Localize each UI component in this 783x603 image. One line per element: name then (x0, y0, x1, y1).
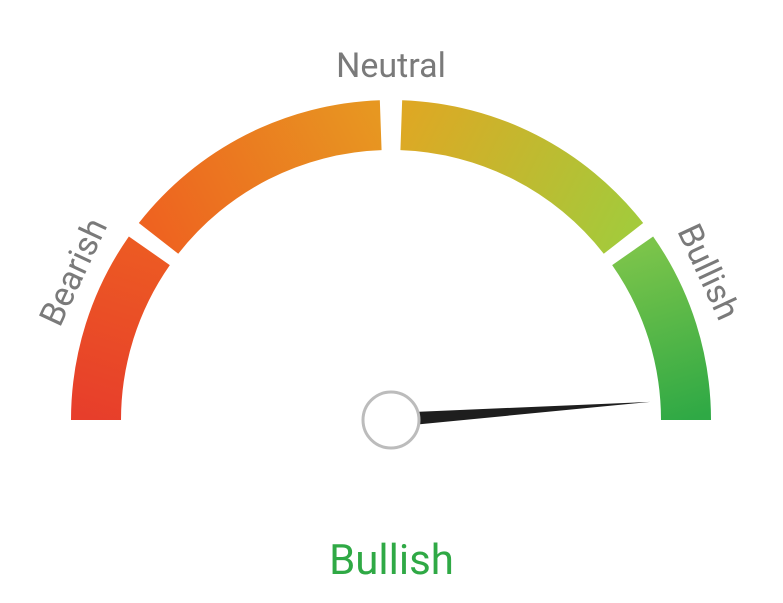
gauge-needle-hub (363, 392, 419, 448)
gauge-needle (391, 402, 651, 427)
gauge-segment-2 (400, 100, 643, 254)
sentiment-gauge: BearishNeutralBullish Bullish (0, 0, 783, 603)
gauge-result-label: Bullish (0, 536, 783, 585)
gauge-axis-label: Neutral (336, 46, 446, 86)
gauge-svg: BearishNeutralBullish (0, 0, 783, 603)
gauge-segment-1 (139, 100, 382, 254)
